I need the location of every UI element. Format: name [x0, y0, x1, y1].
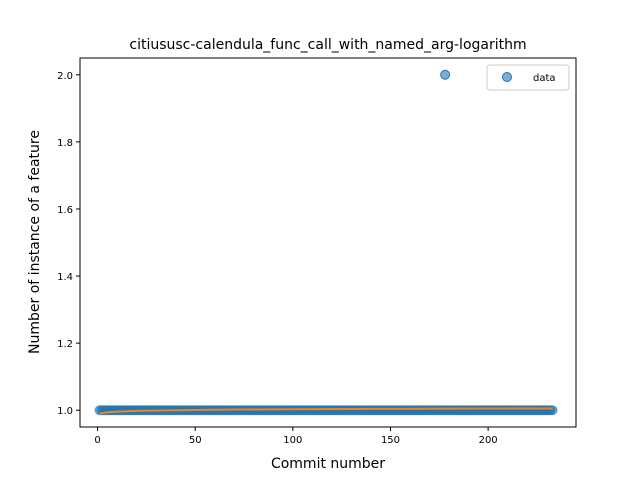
data-point-outlier — [440, 69, 451, 80]
x-tick-label: 0 — [94, 435, 100, 446]
y-tick-label: 1.2 — [57, 339, 73, 350]
plot-frame — [79, 57, 577, 428]
y-tick-label: 1.6 — [57, 205, 73, 216]
y-tick-label: 1.0 — [57, 406, 73, 417]
data-point — [547, 405, 558, 416]
legend: data — [486, 64, 570, 91]
x-axis-label: Commit number — [271, 456, 385, 472]
x-tick-label: 200 — [479, 435, 498, 446]
chart-title: citiususc-calendula_func_call_with_named… — [129, 37, 526, 53]
y-tick-label: 2.0 — [57, 71, 73, 82]
axes-layer: 0 50 100 150 200 1.0 1.2 1.4 1.6 1.8 2.0 — [57, 71, 498, 446]
x-tick-label: 50 — [189, 435, 202, 446]
y-axis-label: Number of instance of a feature — [27, 130, 43, 354]
x-tick-label: 100 — [283, 435, 302, 446]
legend-label: data — [533, 73, 556, 84]
x-tick-label: 150 — [381, 435, 400, 446]
data-layer — [94, 69, 558, 416]
y-tick-label: 1.8 — [57, 138, 73, 149]
legend-marker — [502, 72, 512, 82]
y-tick-label: 1.4 — [57, 272, 73, 283]
plot-area — [80, 58, 576, 427]
legend-box — [486, 64, 570, 91]
fit-line — [99, 407, 553, 415]
